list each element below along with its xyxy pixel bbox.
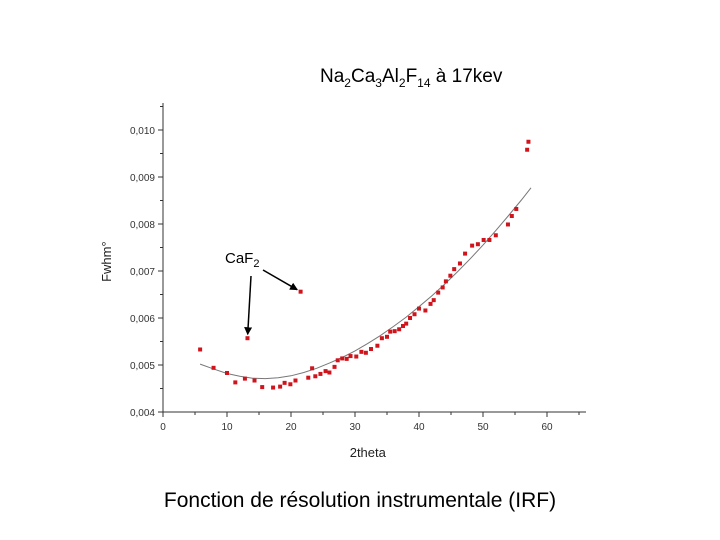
data-point [335, 358, 340, 363]
data-point [526, 139, 531, 144]
data-point [271, 385, 276, 390]
x-tick-label: 20 [285, 422, 297, 433]
data-point [463, 251, 468, 256]
data-point [327, 370, 332, 375]
data-point [375, 343, 380, 348]
data-point [440, 285, 445, 290]
data-point [323, 369, 328, 374]
data-point [242, 376, 247, 381]
data-point [487, 237, 492, 242]
y-tick-label: 0,010 [130, 126, 155, 137]
title-part: F [405, 66, 418, 87]
data-point [359, 349, 364, 354]
x-tick-label: 60 [541, 422, 553, 433]
annotation-arrows [244, 269, 299, 336]
title-subscript: 14 [417, 75, 431, 90]
x-tick-label: 0 [160, 422, 166, 433]
data-point [288, 382, 293, 387]
y-tick-label: 0,004 [130, 408, 155, 419]
y-tick-label: 0,006 [130, 314, 155, 325]
data-point [423, 308, 428, 313]
data-point [404, 321, 409, 326]
title-subscript: 2 [344, 75, 351, 90]
data-point [417, 306, 421, 311]
data-point [397, 327, 402, 332]
data-point [443, 279, 448, 284]
x-axis-title: 2theta [350, 445, 387, 460]
fit-curve-group [199, 187, 532, 380]
axes: 0 10 20 30 40 50 60 0,004 0,005 0,006 0,007 0,008 0,… [99, 103, 586, 460]
x-tick-label: 30 [349, 422, 361, 433]
data-point [313, 374, 318, 379]
x-tick-label: 50 [477, 422, 489, 433]
data-point [310, 366, 315, 371]
data-point [509, 214, 514, 219]
title-part: à 17kev [430, 66, 503, 87]
data-point [369, 347, 373, 352]
title-subscript: 3 [375, 75, 382, 90]
data-point [401, 323, 405, 328]
data-point [245, 336, 250, 341]
y-tick-label: 0,007 [130, 267, 155, 278]
data-point [282, 380, 287, 385]
data-point [293, 378, 298, 383]
data-point [332, 364, 337, 369]
data-point [436, 290, 441, 295]
fit-curve [199, 187, 532, 380]
y-tick-label: 0,008 [130, 220, 155, 231]
data-point [493, 233, 498, 238]
data-point [385, 334, 389, 339]
title-part: Ca [350, 66, 376, 87]
data-point [392, 329, 397, 334]
title-part: Na [320, 66, 345, 87]
annotation-subscript: 2 [253, 258, 260, 270]
data-point [525, 147, 530, 152]
data-point [379, 336, 384, 341]
data-point [354, 354, 359, 359]
annotation-base: CaF [225, 250, 254, 267]
y-tick-label: 0,005 [130, 361, 155, 372]
annotation-label: CaF2 [225, 250, 259, 270]
data-point [363, 350, 368, 355]
x-tick-label: 40 [413, 422, 425, 433]
data-point [318, 371, 323, 376]
data-point [408, 316, 413, 320]
chart-area: 0 10 20 30 40 50 60 0,004 0,005 0,006 0,007 0,008 0,… [99, 103, 586, 460]
data-point [344, 356, 349, 361]
annotation-arrow [244, 275, 253, 336]
y-tick-label: 0,009 [130, 173, 155, 184]
annotation-arrow [262, 269, 299, 291]
x-tick-label: 10 [221, 422, 233, 433]
data-point [431, 298, 436, 303]
chart-title: Na2Ca3Al2F14 à 17kev [320, 66, 580, 90]
title-part: Al [381, 66, 399, 87]
data-point [457, 261, 462, 266]
data-points-group [198, 139, 531, 390]
caption: Fonction de résolution instrumentale (IR… [163, 489, 557, 512]
data-point [514, 206, 519, 211]
data-point [448, 273, 453, 278]
title-subscript: 2 [398, 75, 406, 90]
y-axis-title: Fwhm° [99, 241, 114, 282]
data-point [198, 347, 203, 352]
data-point [412, 312, 417, 317]
data-point [452, 267, 457, 272]
data-point [481, 237, 486, 242]
data-point [260, 385, 265, 390]
data-point [470, 243, 475, 248]
data-point [225, 370, 229, 375]
data-point [475, 242, 480, 247]
data-point [252, 378, 257, 383]
data-point [388, 329, 393, 334]
data-point [428, 301, 433, 306]
data-point [211, 365, 216, 370]
data-point [348, 354, 353, 359]
data-point [340, 356, 345, 361]
data-point [306, 375, 311, 380]
data-point [298, 289, 303, 294]
data-point [233, 380, 238, 385]
data-point [505, 222, 510, 227]
data-point [278, 384, 283, 389]
